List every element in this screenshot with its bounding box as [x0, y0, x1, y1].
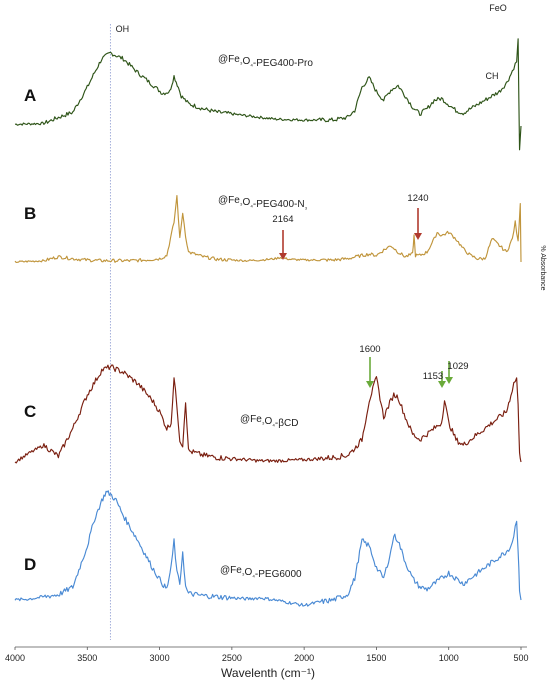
annotation-layer: 2164 1240 1600 1153 1029: [272, 193, 469, 388]
series-name-a: @Fe₃O₄-PEG400-Pro: [218, 54, 313, 69]
series-name-c: @Fe₃O₄-βCD: [240, 414, 298, 429]
annotation-arrowhead-1240: [414, 233, 422, 240]
x-tick-label-2000: 2000: [294, 653, 314, 663]
spectrum-line-b: [14, 194, 522, 264]
x-tick-label-3000: 3000: [150, 653, 170, 663]
annotation-label-1600: 1600: [359, 344, 380, 355]
spectrum-label-layer: A @Fe₃O₄-PEG400-Pro B @Fe₃O₄-PEG400-N₃ C @Fe₃…: [24, 3, 546, 580]
x-tick-label-2500: 2500: [222, 653, 242, 663]
panel-label-d: D: [24, 555, 36, 574]
spectrum-line-c: [14, 364, 522, 464]
panel-label-b: B: [24, 204, 36, 223]
spectrum-line-d: [14, 490, 522, 607]
panel-label-a: A: [24, 86, 36, 105]
annotation-arrowhead-1600: [366, 381, 374, 388]
ch-band-label: CH: [486, 71, 499, 81]
reference-line-layer: OH: [109, 24, 130, 640]
annotation-arrowhead-2164: [279, 253, 287, 260]
series-name-b: @Fe₃O₄-PEG400-N₃: [218, 195, 308, 211]
x-axis: 4000 3500 3000 2500 2000 1500 1000 500 Wavelenth…: [5, 646, 529, 680]
x-tick-label-500: 500: [513, 653, 528, 663]
annotation-label-1153: 1153: [423, 371, 443, 382]
panel-label-c: C: [24, 402, 36, 421]
x-axis-label: Wavelenth (cm⁻¹): [221, 666, 315, 680]
series-name-d: @Fe₃O₄-PEG6000: [220, 565, 302, 580]
annotation-label-2164: 2164: [272, 214, 293, 225]
oh-band-label: OH: [116, 24, 130, 34]
annotation-label-1029: 1029: [447, 361, 468, 372]
annotation-arrowhead-1029: [445, 377, 453, 384]
x-tick-label-1000: 1000: [439, 653, 459, 663]
y-axis-label: % Absorbance: [539, 245, 546, 290]
annotation-label-1240: 1240: [407, 193, 428, 204]
spectrum-line-a: [14, 38, 522, 151]
x-tick-label-1500: 1500: [366, 653, 386, 663]
x-tick-label-3500: 3500: [77, 653, 97, 663]
annotation-arrowhead-1153: [438, 381, 446, 388]
feo-band-label: FeO: [489, 3, 507, 13]
x-tick-label-4000: 4000: [5, 653, 25, 663]
spectra-series-layer: [14, 38, 522, 607]
